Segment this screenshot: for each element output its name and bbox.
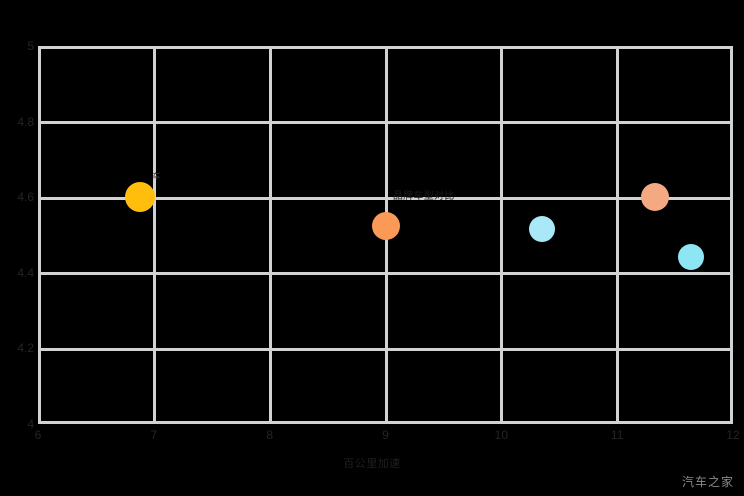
y-axis-tick-label: 4 [27,417,34,431]
gridline-vertical [616,46,619,424]
gridline-horizontal [38,272,733,275]
point-annotation-label: 车 [151,172,161,181]
y-axis-tick-label: 4.6 [17,190,34,205]
gridline-vertical [269,46,272,424]
gridline-vertical [153,46,156,424]
gridline-vertical [730,46,733,424]
x-axis-title: 百公里加速 [343,458,401,470]
y-axis: 4 4.2 4.4 4.6 4.8 5 [0,40,34,430]
gridline-horizontal [38,421,733,424]
x-axis-tick-label: 8 [266,428,273,442]
x-axis-tick-label: 7 [150,428,158,442]
gridline-horizontal [38,197,733,200]
y-axis-tick-label: 5 [27,39,34,53]
y-axis-tick-label: 4.8 [17,114,34,129]
plot-area: 品牌车型对比 车 [38,46,733,424]
gridline-horizontal [38,46,733,49]
gridline-vertical [38,46,41,424]
x-axis-tick-label: 9 [382,428,389,442]
scatter-point[interactable] [678,243,705,270]
x-axis-tick-label: 11 [610,428,624,442]
x-axis-tick-label: 12 [726,428,740,442]
gridline-horizontal [38,121,733,124]
scatter-point[interactable] [641,183,670,212]
x-axis-tick-label: 10 [494,428,508,442]
scatter-point[interactable] [371,211,400,240]
gridline-horizontal [38,348,733,351]
gridline-vertical [500,46,503,424]
scatter-point[interactable] [124,182,155,213]
y-axis-tick-label: 4.2 [17,341,34,356]
point-annotation-label: 品牌车型对比 [392,191,455,203]
watermark: 汽车之家 [681,475,734,489]
x-axis-tick-label: 6 [34,428,42,442]
y-axis-tick-label: 4.4 [17,265,34,280]
scatter-point[interactable] [528,216,555,243]
x-axis: 6 7 8 9 10 11 12 [35,428,740,446]
